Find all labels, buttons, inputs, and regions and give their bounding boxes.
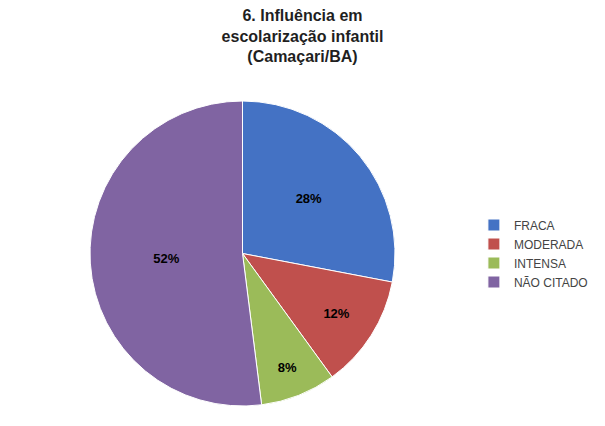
svg-text:INTENSA: INTENSA	[514, 257, 566, 271]
svg-text:FRACA: FRACA	[514, 219, 555, 233]
svg-text:12%: 12%	[323, 306, 349, 321]
svg-text:52%: 52%	[153, 251, 179, 266]
svg-text:6. Influência emescolarização: 6. Influência emescolarização infantil(C…	[222, 7, 384, 66]
svg-text:28%: 28%	[296, 191, 322, 206]
svg-text:MODERADA: MODERADA	[514, 238, 583, 252]
svg-text:NÃO CITADO: NÃO CITADO	[514, 276, 588, 290]
svg-text:8%: 8%	[278, 360, 297, 375]
